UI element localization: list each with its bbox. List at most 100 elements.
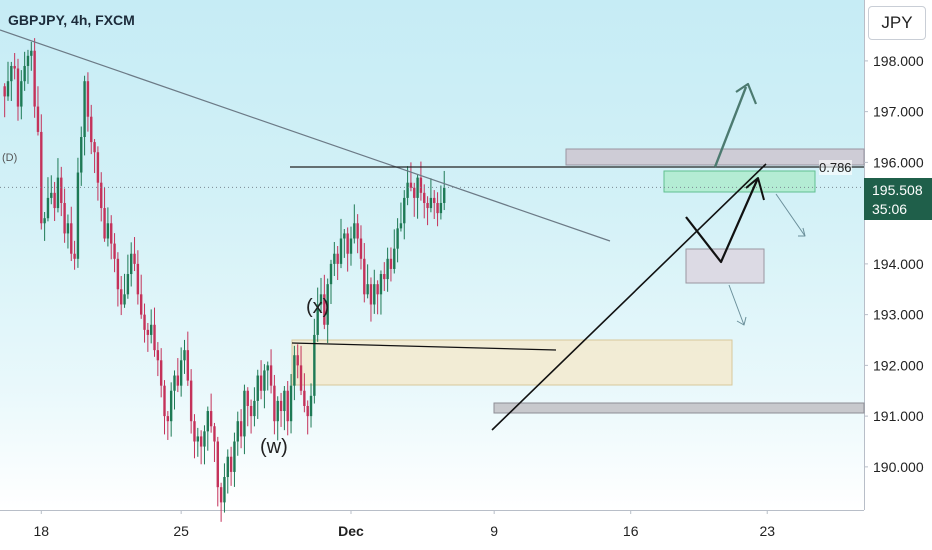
candle-body <box>413 187 416 198</box>
candle-body <box>429 197 433 209</box>
candle-body <box>276 400 279 422</box>
candle-body <box>303 390 306 406</box>
current-price: 195.508 <box>872 182 923 198</box>
downtrend-line <box>0 29 611 242</box>
y-tick-label: 192.000 <box>873 357 924 373</box>
y-tick-label: 190.000 <box>873 459 924 475</box>
candle-body <box>120 289 123 305</box>
candle-body <box>166 416 170 422</box>
candle-body <box>236 421 239 442</box>
candle-body <box>439 202 443 214</box>
candle-body <box>416 177 419 198</box>
bar-countdown: 35:06 <box>872 201 908 217</box>
candle-body <box>193 421 196 442</box>
candle-body <box>246 390 249 406</box>
candle-body <box>139 294 143 315</box>
candle-body <box>110 223 113 244</box>
candle-body <box>273 385 276 422</box>
candle-body <box>56 177 60 209</box>
retest-arrow-line <box>728 284 745 326</box>
candle-body <box>339 238 343 264</box>
x-tick-label: 18 <box>34 523 50 539</box>
x-tick-label: 16 <box>623 523 639 539</box>
candle-body <box>299 365 303 391</box>
candle-body <box>183 350 186 361</box>
bear-arrow-head <box>798 227 806 237</box>
price-badge: 195.508 35:06 <box>864 178 932 220</box>
candle-body <box>403 197 406 224</box>
candle-body <box>196 436 200 442</box>
candle-body <box>153 324 156 351</box>
candle-body <box>43 218 46 224</box>
candle-body <box>130 253 133 275</box>
target-zone <box>663 170 816 193</box>
candle-body <box>296 355 299 366</box>
currency-button[interactable]: JPY <box>868 6 926 40</box>
candle-body <box>63 202 66 234</box>
candle-body <box>86 81 90 117</box>
candle-body <box>279 400 283 412</box>
candle-body <box>349 238 353 254</box>
candle-body <box>20 81 23 107</box>
candle-body <box>90 116 93 143</box>
candle-body <box>373 284 376 305</box>
candle-body <box>326 284 329 325</box>
candle-body <box>319 294 323 305</box>
candle-body <box>359 238 363 259</box>
support-zone <box>493 402 865 414</box>
candle-body <box>179 360 183 386</box>
x-range-line <box>291 342 557 351</box>
candle-body <box>106 223 110 239</box>
candle-body <box>40 131 43 224</box>
candle-body <box>213 426 216 442</box>
candle-body <box>113 243 116 259</box>
candle-body <box>306 405 309 417</box>
candle-body <box>393 248 396 269</box>
candle-body <box>239 421 243 437</box>
candle-body <box>269 365 273 386</box>
candle-body <box>73 253 76 259</box>
candle-body <box>289 385 293 422</box>
candle-body <box>226 456 229 478</box>
indicator-label: (D) <box>2 152 18 164</box>
candle-body <box>293 355 296 386</box>
candle-body <box>176 375 180 386</box>
candle-body <box>419 177 423 193</box>
x-tick-label: Dec <box>338 523 364 539</box>
projection-arrowhead <box>745 177 765 201</box>
y-tick-label: 191.000 <box>873 408 924 424</box>
candle-body <box>146 329 150 335</box>
candle-body <box>206 411 209 432</box>
candle-body <box>136 263 140 295</box>
bull-arrow-head <box>735 82 758 105</box>
candle-body <box>229 456 233 472</box>
candle-body <box>353 223 356 239</box>
candle-body <box>266 365 269 371</box>
candle-body <box>156 350 160 361</box>
supply-zone-x <box>291 339 733 386</box>
y-tick-label: 196.000 <box>873 154 924 170</box>
candle-body <box>286 390 289 422</box>
candle-body <box>409 182 413 188</box>
candle-body <box>66 223 70 234</box>
candle-body <box>406 182 409 198</box>
candle-body <box>356 223 359 239</box>
candle-body <box>396 228 399 249</box>
candle-body <box>423 192 426 203</box>
candle-body <box>399 223 403 229</box>
candle-body <box>203 431 206 447</box>
candle-body <box>126 274 130 295</box>
candle-body <box>116 258 120 290</box>
x-tick-label: 9 <box>490 523 498 539</box>
candle-body <box>159 360 163 386</box>
candle-body <box>283 390 286 412</box>
bear-arrow-line <box>775 193 806 237</box>
candle-body <box>436 202 439 214</box>
candle-body <box>100 182 103 209</box>
candle-body <box>93 142 96 153</box>
y-tick-label: 197.000 <box>873 104 924 120</box>
candle-body <box>3 86 6 97</box>
candle-body <box>103 208 106 239</box>
candle-body <box>263 370 266 391</box>
